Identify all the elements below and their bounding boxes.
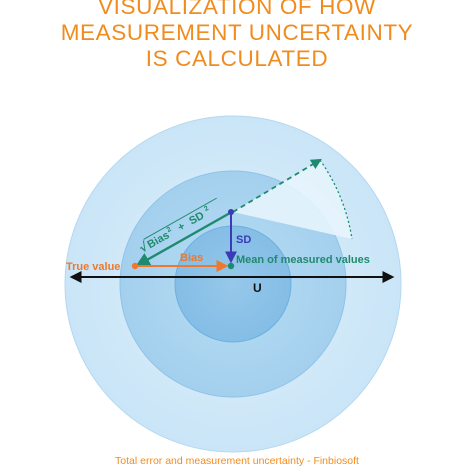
true-value-point — [131, 262, 139, 270]
sqrt-bar — [143, 197, 217, 240]
title-line-3: IS CALCULATED — [145, 46, 329, 71]
title-line-1: VISUALIZATION OF HOW — [98, 0, 376, 19]
page-title: VISUALIZATION OF HOW MEASUREMENT UNCERTA… — [0, 0, 474, 72]
mean-point — [227, 262, 235, 270]
formula-bias-exp: 2 — [166, 226, 173, 234]
sd-label: SD — [236, 234, 251, 246]
mean-label: Mean of measured values — [236, 254, 370, 266]
hypotenuse-extension — [232, 158, 322, 213]
hypotenuse-arrow — [135, 211, 231, 267]
inner-circle — [174, 225, 292, 343]
formula-sd-exp: 2 — [203, 205, 210, 213]
rotation-sector — [233, 160, 352, 239]
bias-label: Bias — [180, 252, 203, 264]
true-value-label: True value — [66, 261, 120, 273]
title-line-2: MEASUREMENT UNCERTAINTY — [60, 20, 414, 45]
u-label: U — [253, 281, 262, 295]
caption: Total error and measurement uncertainty … — [115, 455, 359, 467]
formula-plus: + — [176, 220, 188, 234]
hypotenuse-tip-point — [228, 209, 234, 215]
